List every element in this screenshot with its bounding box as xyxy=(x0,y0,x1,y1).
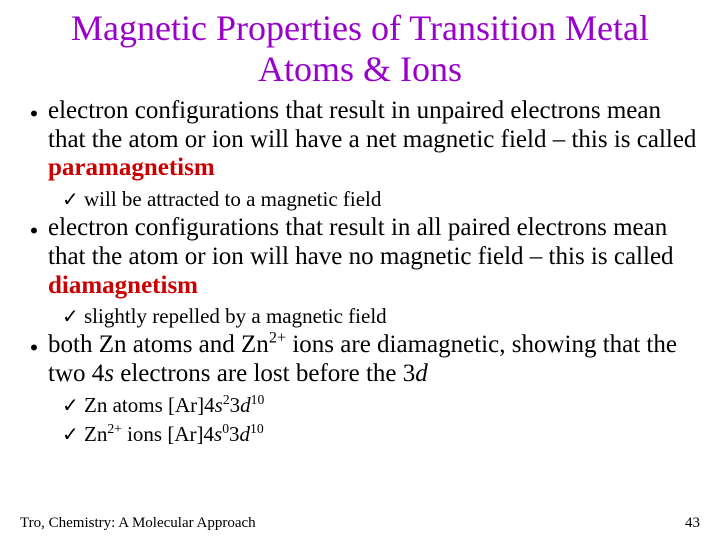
bullet-marker: • xyxy=(20,214,48,300)
checkmark-icon: ✓ xyxy=(62,422,84,447)
sub-bullet-text: slightly repelled by a magnetic field xyxy=(84,304,387,329)
slide-title: Magnetic Properties of Transition Metal … xyxy=(20,8,700,91)
bullet-text: electron configurations that result in u… xyxy=(48,97,700,183)
sub-bullet-item: ✓Zn2+ ions [Ar]4s03d10 xyxy=(62,422,700,447)
bullet-text: both Zn atoms and Zn2+ ions are diamagne… xyxy=(48,331,700,389)
bullet-item: •electron configurations that result in … xyxy=(20,214,700,300)
bullet-item: •electron configurations that result in … xyxy=(20,97,700,183)
bullet-item: •both Zn atoms and Zn2+ ions are diamagn… xyxy=(20,331,700,389)
bullet-marker: • xyxy=(20,331,48,389)
footer-citation: Tro, Chemistry: A Molecular Approach xyxy=(20,515,256,532)
sub-bullet-item: ✓slightly repelled by a magnetic field xyxy=(62,304,700,329)
page-number: 43 xyxy=(685,515,700,532)
sub-bullet-text: Zn2+ ions [Ar]4s03d10 xyxy=(84,422,264,447)
checkmark-icon: ✓ xyxy=(62,393,84,418)
sub-bullet-item: ✓will be attracted to a magnetic field xyxy=(62,187,700,212)
checkmark-icon: ✓ xyxy=(62,187,84,212)
sub-bullet-text: Zn atoms [Ar]4s23d10 xyxy=(84,393,264,418)
slide-content: •electron configurations that result in … xyxy=(20,97,700,447)
sub-bullet-item: ✓Zn atoms [Ar]4s23d10 xyxy=(62,393,700,418)
checkmark-icon: ✓ xyxy=(62,304,84,329)
bullet-text: electron configurations that result in a… xyxy=(48,214,700,300)
bullet-marker: • xyxy=(20,97,48,183)
sub-bullet-text: will be attracted to a magnetic field xyxy=(84,187,381,212)
